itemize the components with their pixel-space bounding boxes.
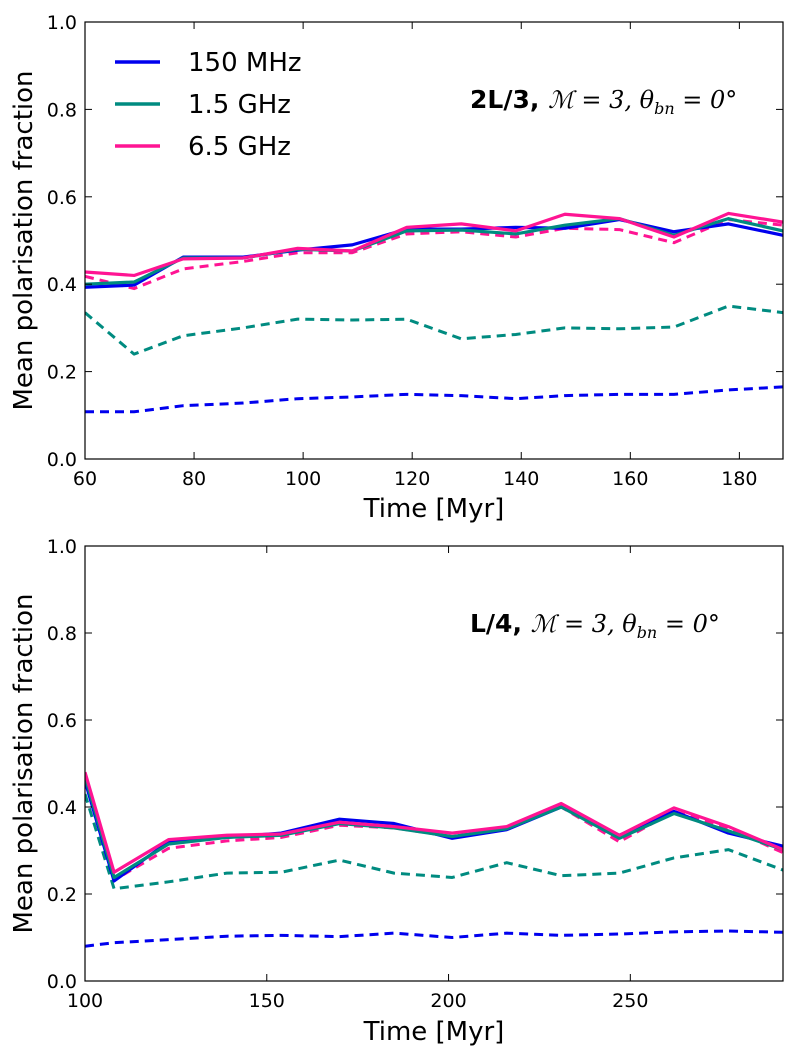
plot-frame	[84, 21, 784, 460]
x-tick-label: 160	[612, 468, 648, 490]
x-tick-label: 100	[285, 468, 321, 490]
x-axis-label: Time [Myr]	[363, 1017, 505, 1047]
y-tick-label: 1.0	[47, 536, 77, 558]
annotation-case: L/4,	[470, 609, 531, 638]
annotation-mach: ℳ = 3,	[531, 610, 623, 638]
y-tick-label: 0.4	[47, 274, 77, 296]
series-line-6-5-ghz	[85, 211, 783, 278]
series-group	[85, 211, 783, 414]
x-tick-label: 200	[430, 990, 466, 1012]
y-tick-label: 0.0	[47, 971, 77, 993]
series-line-150-mhz-dashed	[85, 385, 783, 414]
annotation-angle: = 0°	[657, 610, 720, 638]
series-line-1-5-ghz-dashed	[85, 793, 783, 891]
annotation-angle: = 0°	[675, 86, 738, 114]
y-axis-label: Mean polarisation fraction	[9, 593, 39, 933]
y-tick-label: 0.8	[47, 99, 77, 121]
y-tick-label: 0.2	[47, 884, 77, 906]
y-tick-label: 0.8	[47, 623, 77, 645]
plot-frame	[84, 545, 784, 982]
x-tick-label: 80	[182, 468, 206, 490]
x-tick-label: 250	[612, 990, 648, 1012]
y-tick-label: 0.2	[47, 362, 77, 384]
y-tick-label: 0.6	[47, 187, 77, 209]
series-line-6-5-ghz	[85, 771, 783, 874]
panel-annotation: 2L/3, ℳ = 3, θbn = 0°	[470, 85, 737, 118]
legend-entry-label: 1.5 GHz	[188, 90, 291, 120]
y-tick-label: 1.0	[47, 12, 77, 34]
x-tick-label: 120	[394, 468, 430, 490]
annotation-mach: ℳ = 3,	[548, 86, 640, 114]
y-axis-label: Mean polarisation fraction	[9, 70, 39, 410]
x-tick-label: 150	[249, 990, 285, 1012]
annotation-theta-sub: bn	[637, 623, 658, 642]
panel-annotation: L/4, ℳ = 3, θbn = 0°	[470, 609, 720, 642]
series-line-1-5-ghz-dashed	[85, 304, 783, 356]
x-axis-label: Time [Myr]	[363, 494, 505, 524]
legend-entry-label: 6.5 GHz	[188, 132, 291, 162]
y-tick-label: 0.4	[47, 797, 77, 819]
series-line-1-5-ghz	[85, 776, 783, 880]
legend-entry-label: 150 MHz	[188, 48, 302, 78]
y-tick-label: 0.6	[47, 710, 77, 732]
annotation-case: 2L/3,	[470, 85, 548, 114]
x-tick-label: 100	[67, 990, 103, 1012]
legend: 150 MHz 1.5 GHz 6.5 GHz	[115, 48, 302, 162]
annotation-theta: θ	[640, 86, 655, 114]
annotation-theta-sub: bn	[654, 99, 675, 118]
annotation-theta: θ	[622, 610, 637, 638]
series-line-6-5-ghz-dashed	[85, 218, 783, 291]
y-tick-label: 0.0	[47, 449, 77, 471]
series-group	[85, 771, 783, 948]
series-line-150-mhz-dashed	[85, 929, 783, 948]
x-tick-label: 180	[721, 468, 757, 490]
x-tick-label: 140	[503, 468, 539, 490]
bottom-panel: 100 150 200 250 0.0 0.2 0.4 0.6 0.8 1.0 Time [Myr]…	[9, 536, 784, 1047]
top-panel: 60 80 100 120 140 160 180 0.0 0.2 0.4 0.6 0.8 1.0 Tim…	[9, 12, 784, 524]
x-tick-label: 60	[73, 468, 97, 490]
